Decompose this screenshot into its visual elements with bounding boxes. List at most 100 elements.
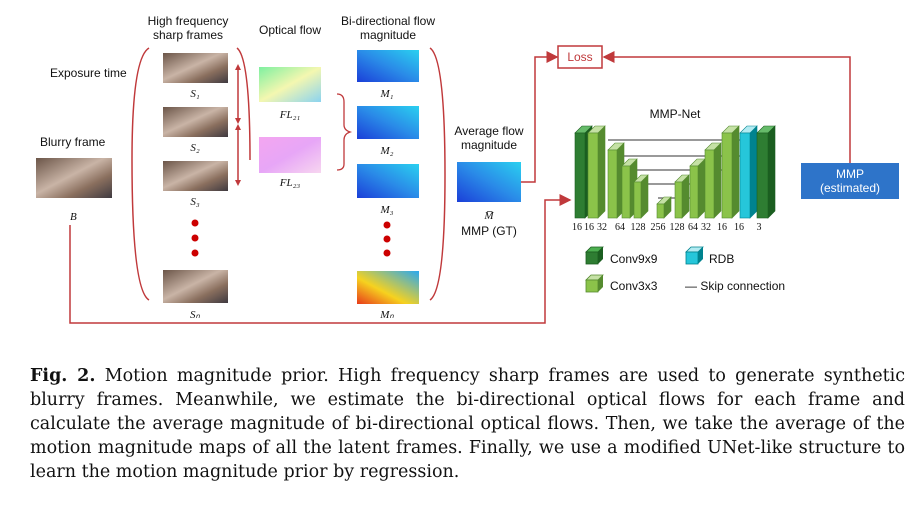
channel-label: 128 [631,222,646,233]
ellipsis-dot [191,234,199,242]
flow-arrowheads-1 [235,64,241,124]
label-blurry-frame: Blurry frame [40,135,106,149]
sharp-frame-3 [163,161,228,191]
net-block-side [767,125,776,219]
header-sharp-frames: sharp frames [153,28,223,42]
optical-flow-21 [259,67,321,102]
loss-box [557,45,603,69]
ellipsis-dot [191,219,199,227]
channel-label: 256 [651,222,666,233]
conv3-block [721,132,733,219]
sharp-frame-1 [163,53,228,83]
sharp-frame-n [163,270,228,303]
mag-label-1: M₁ [380,88,394,100]
conv3-block [689,165,699,219]
caption-text: Motion magnitude prior. High frequency s… [30,366,905,482]
channel-label: 16 [734,222,744,233]
conv3-block [607,149,618,219]
average-magnitude-map [457,162,521,202]
magnitude-map-1 [357,50,419,82]
network-blocks [574,125,776,219]
legend-skip-label: — Skip connection [685,279,785,293]
channel-label: 16 [717,222,727,233]
net-block-side [697,158,706,219]
label-exposure-time: Exposure time [50,66,127,80]
mag-label-2: M₂ [380,145,394,157]
legend-conv9-icon [585,251,599,265]
net-block-side [731,125,740,219]
conv9-block [574,132,586,219]
flow-label-23: FL₂₃ [279,177,301,189]
legend-rdb-icon [685,251,699,265]
legend-conv3-side [598,275,603,292]
channel-label: 128 [670,222,685,233]
channel-label: 32 [701,222,711,233]
header-bidirectional: Bi-directional flow [341,14,435,28]
frame-label-sn: Sₙ [190,309,201,321]
channel-label: 64 [615,222,625,233]
net-block-side [749,125,758,219]
conv3-block [621,165,631,219]
header-high-frequency: High frequency [148,14,229,28]
figure-caption: Fig. 2. Motion magnitude prior. High fre… [30,364,905,484]
header-magnitude: magnitude [360,28,416,42]
blurry-frame-image [36,158,112,198]
net-block-side [713,142,722,219]
channel-label: 16 [584,222,594,233]
channel-label: 16 [572,222,582,233]
mmp-estimated-label: MMP [836,167,864,181]
conv3-block [656,203,665,219]
header-optical-flow: Optical flow [259,23,321,37]
conv3-block [633,181,642,219]
exposure-brace-left [131,47,150,301]
label-average-flow: Average flow [454,124,523,138]
loss-label: Loss [567,50,592,64]
conv3-block [674,181,683,219]
legend-conv9-side [598,247,603,264]
ellipsis-dot [383,221,391,229]
label-mmp-net: MMP-Net [650,107,701,121]
figure-diagram: High frequency sharp frames Optical flow… [36,14,899,324]
magnitude-map-2 [357,106,419,139]
magnitude-brace [336,93,353,171]
exposure-brace-right [236,47,251,161]
frame-label-s1: S₁ [190,88,200,100]
conv9-block [756,132,769,219]
average-brace [429,47,446,301]
legend-conv3-icon [585,279,599,293]
mmp-estimated-sublabel: (estimated) [820,181,880,195]
ellipsis-dot [383,249,391,257]
channel-label: 64 [688,222,698,233]
net-block-side [640,174,649,219]
rdb-block [739,132,751,219]
magnitude-map-3 [357,164,419,198]
flow-label-21: FL₂₁ [279,109,301,121]
caption-fig-label: Fig. 2. [30,366,96,386]
legend-conv3-label: Conv3x3 [610,279,658,293]
legend-conv9-label: Conv9x9 [610,252,658,266]
optical-flow-23 [259,137,321,173]
gt-to-loss-arrow [521,51,559,183]
channel-label: 3 [757,222,762,233]
conv3-block [587,132,599,219]
frame-label-s3: S₃ [190,196,200,208]
ellipsis-dot [191,249,199,257]
sharp-frame-2 [163,107,228,137]
net-block-side [681,174,690,219]
conv3-block [704,149,715,219]
label-average-magnitude: magnitude [461,138,517,152]
label-mmp-gt: MMP (GT) [461,224,517,238]
mag-label-3: M₃ [380,204,394,216]
blurry-to-net-arrow [69,194,572,324]
magnitude-map-n [357,271,419,304]
frame-label-s2: S₂ [190,142,200,154]
legend-rdb-side [698,247,703,264]
net-block-side [597,125,606,219]
legend-rdb-label: RDB [709,252,734,266]
channel-label: 32 [597,222,607,233]
blurry-frame-symbol: B [70,211,77,223]
legend: Conv9x9 RDB Conv3x3 — Skip connection [585,246,785,293]
mmp-estimated-box [801,163,899,199]
estimate-to-loss-arrow [602,51,851,163]
mag-label-n: Mₙ [379,309,394,321]
